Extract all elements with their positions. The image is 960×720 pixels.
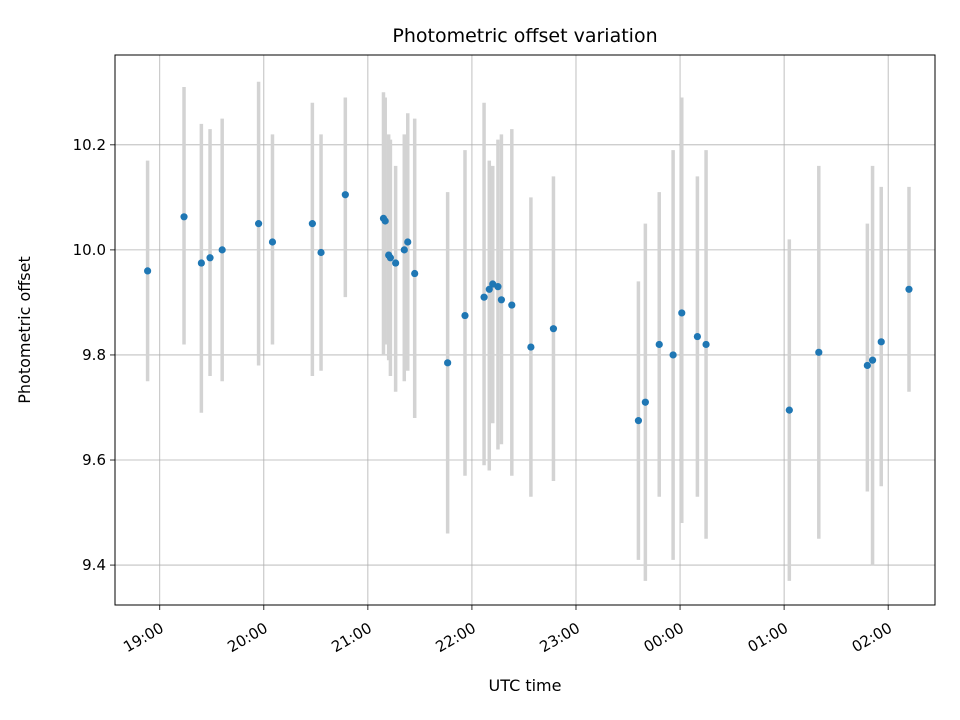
data-point [693, 332, 701, 341]
error-bars [145, 81, 911, 581]
x-tick-labels: 19:00 20:00 21:00 22:00 23:00 00:00 01:00 02:00 [120, 619, 895, 656]
data-point [655, 340, 663, 349]
data-point [634, 417, 643, 425]
data-point [386, 254, 395, 262]
data-point [268, 238, 277, 246]
data-point [527, 343, 535, 351]
data-point [461, 311, 469, 320]
data-point [863, 361, 871, 370]
y-tick-label: 9.6 [82, 451, 106, 469]
data-point [702, 340, 710, 349]
grid-lines [115, 55, 935, 605]
data-point [411, 269, 419, 278]
data-point [494, 283, 502, 291]
y-tick-labels: 9.4 9.6 9.8 10.0 10.2 [73, 136, 106, 574]
data-point [508, 301, 516, 309]
y-tick-label: 10.2 [73, 136, 106, 154]
x-tick-label: 01:00 [745, 619, 791, 656]
data-point [669, 351, 677, 359]
data-point [381, 217, 389, 225]
data-point [180, 213, 188, 221]
data-points [144, 191, 913, 425]
y-axis-label: Photometric offset [15, 256, 34, 404]
data-point [206, 254, 214, 262]
data-point [905, 285, 913, 293]
x-tick-label: 21:00 [328, 619, 374, 656]
data-point [392, 259, 400, 267]
data-point [404, 238, 412, 246]
x-tick-label: 00:00 [641, 619, 687, 656]
data-point [497, 296, 506, 304]
data-point [641, 398, 649, 406]
data-point [197, 259, 205, 267]
data-point [317, 248, 325, 257]
data-point [785, 406, 793, 414]
x-tick-label: 22:00 [432, 619, 478, 656]
y-tick-label: 10.0 [73, 241, 106, 259]
data-point [877, 338, 885, 346]
data-point [144, 267, 152, 275]
plot-border [114, 54, 936, 606]
y-tick-label: 9.8 [82, 346, 106, 364]
data-point [549, 325, 558, 333]
data-point [678, 309, 686, 317]
data-point [400, 246, 408, 254]
data-point [444, 359, 452, 367]
data-point [480, 293, 488, 301]
x-tick-label: 02:00 [849, 619, 895, 656]
x-tick-label: 19:00 [120, 619, 166, 656]
data-point [218, 246, 226, 254]
axis-tick-marks [110, 144, 889, 610]
data-point [308, 220, 316, 228]
data-point [815, 348, 823, 356]
data-point [868, 356, 877, 364]
data-point [341, 191, 349, 199]
data-point [255, 220, 263, 228]
x-tick-label: 23:00 [537, 619, 583, 656]
x-axis-label: UTC time [489, 676, 562, 695]
x-tick-label: 20:00 [224, 619, 270, 656]
data-point [485, 285, 493, 293]
chart-title: Photometric offset variation [392, 25, 657, 47]
y-tick-label: 9.4 [82, 556, 106, 574]
